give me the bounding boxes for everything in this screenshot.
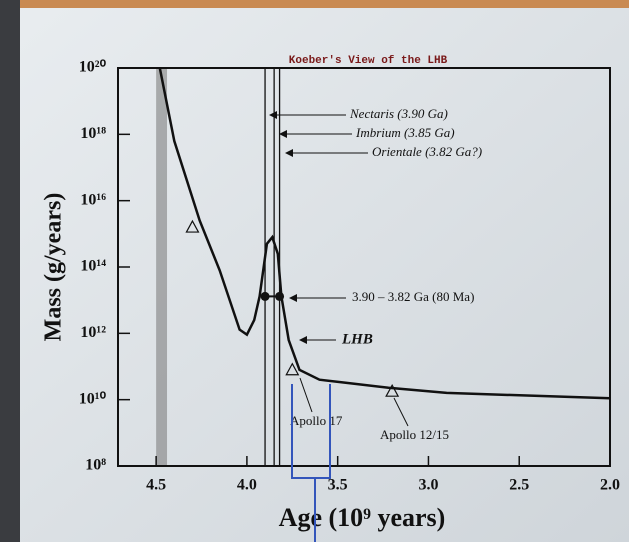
- annotation: Apollo 12/15: [380, 427, 449, 442]
- y-axis-label: Mass (g/years): [41, 193, 67, 342]
- y-tick-label: 10¹⁶: [80, 191, 106, 208]
- shaded-band: [156, 68, 167, 466]
- x-axis-label: Age (10⁹ years): [279, 503, 446, 532]
- annotation: Nectaris (3.90 Ga): [349, 106, 448, 121]
- y-tick-label: 10²⁰: [79, 59, 107, 76]
- annotation: Orientale (3.82 Ga?): [372, 144, 482, 159]
- y-tick-label: 10¹⁸: [80, 125, 106, 142]
- bracket-point: [261, 292, 270, 301]
- x-tick-label: 3.5: [328, 477, 348, 494]
- annotation: LHB: [341, 331, 373, 347]
- y-tick-label: 10¹⁰: [79, 390, 107, 407]
- x-tick-label: 4.5: [146, 477, 166, 494]
- y-tick-label: 10¹⁴: [80, 258, 106, 275]
- x-tick-label: 4.0: [237, 477, 257, 494]
- annotation: Apollo 17: [290, 413, 343, 428]
- chart-title: Koeber's View of the LHB: [289, 55, 448, 67]
- annotation: Imbrium (3.85 Ga): [355, 125, 455, 140]
- annotation: 3.90 – 3.82 Ga (80 Ma): [352, 289, 474, 304]
- slide: Koeber's View of the LHB Age (10⁹ years)…: [0, 0, 629, 542]
- top-strip: [0, 0, 629, 8]
- x-tick-label: 2.0: [600, 477, 620, 494]
- x-tick-label: 2.5: [509, 477, 529, 494]
- left-shadow: [0, 0, 20, 542]
- y-tick-label: 10⁸: [85, 457, 106, 474]
- y-tick-label: 10¹²: [80, 324, 106, 341]
- bracket-point: [275, 292, 284, 301]
- x-tick-label: 3.0: [418, 477, 438, 494]
